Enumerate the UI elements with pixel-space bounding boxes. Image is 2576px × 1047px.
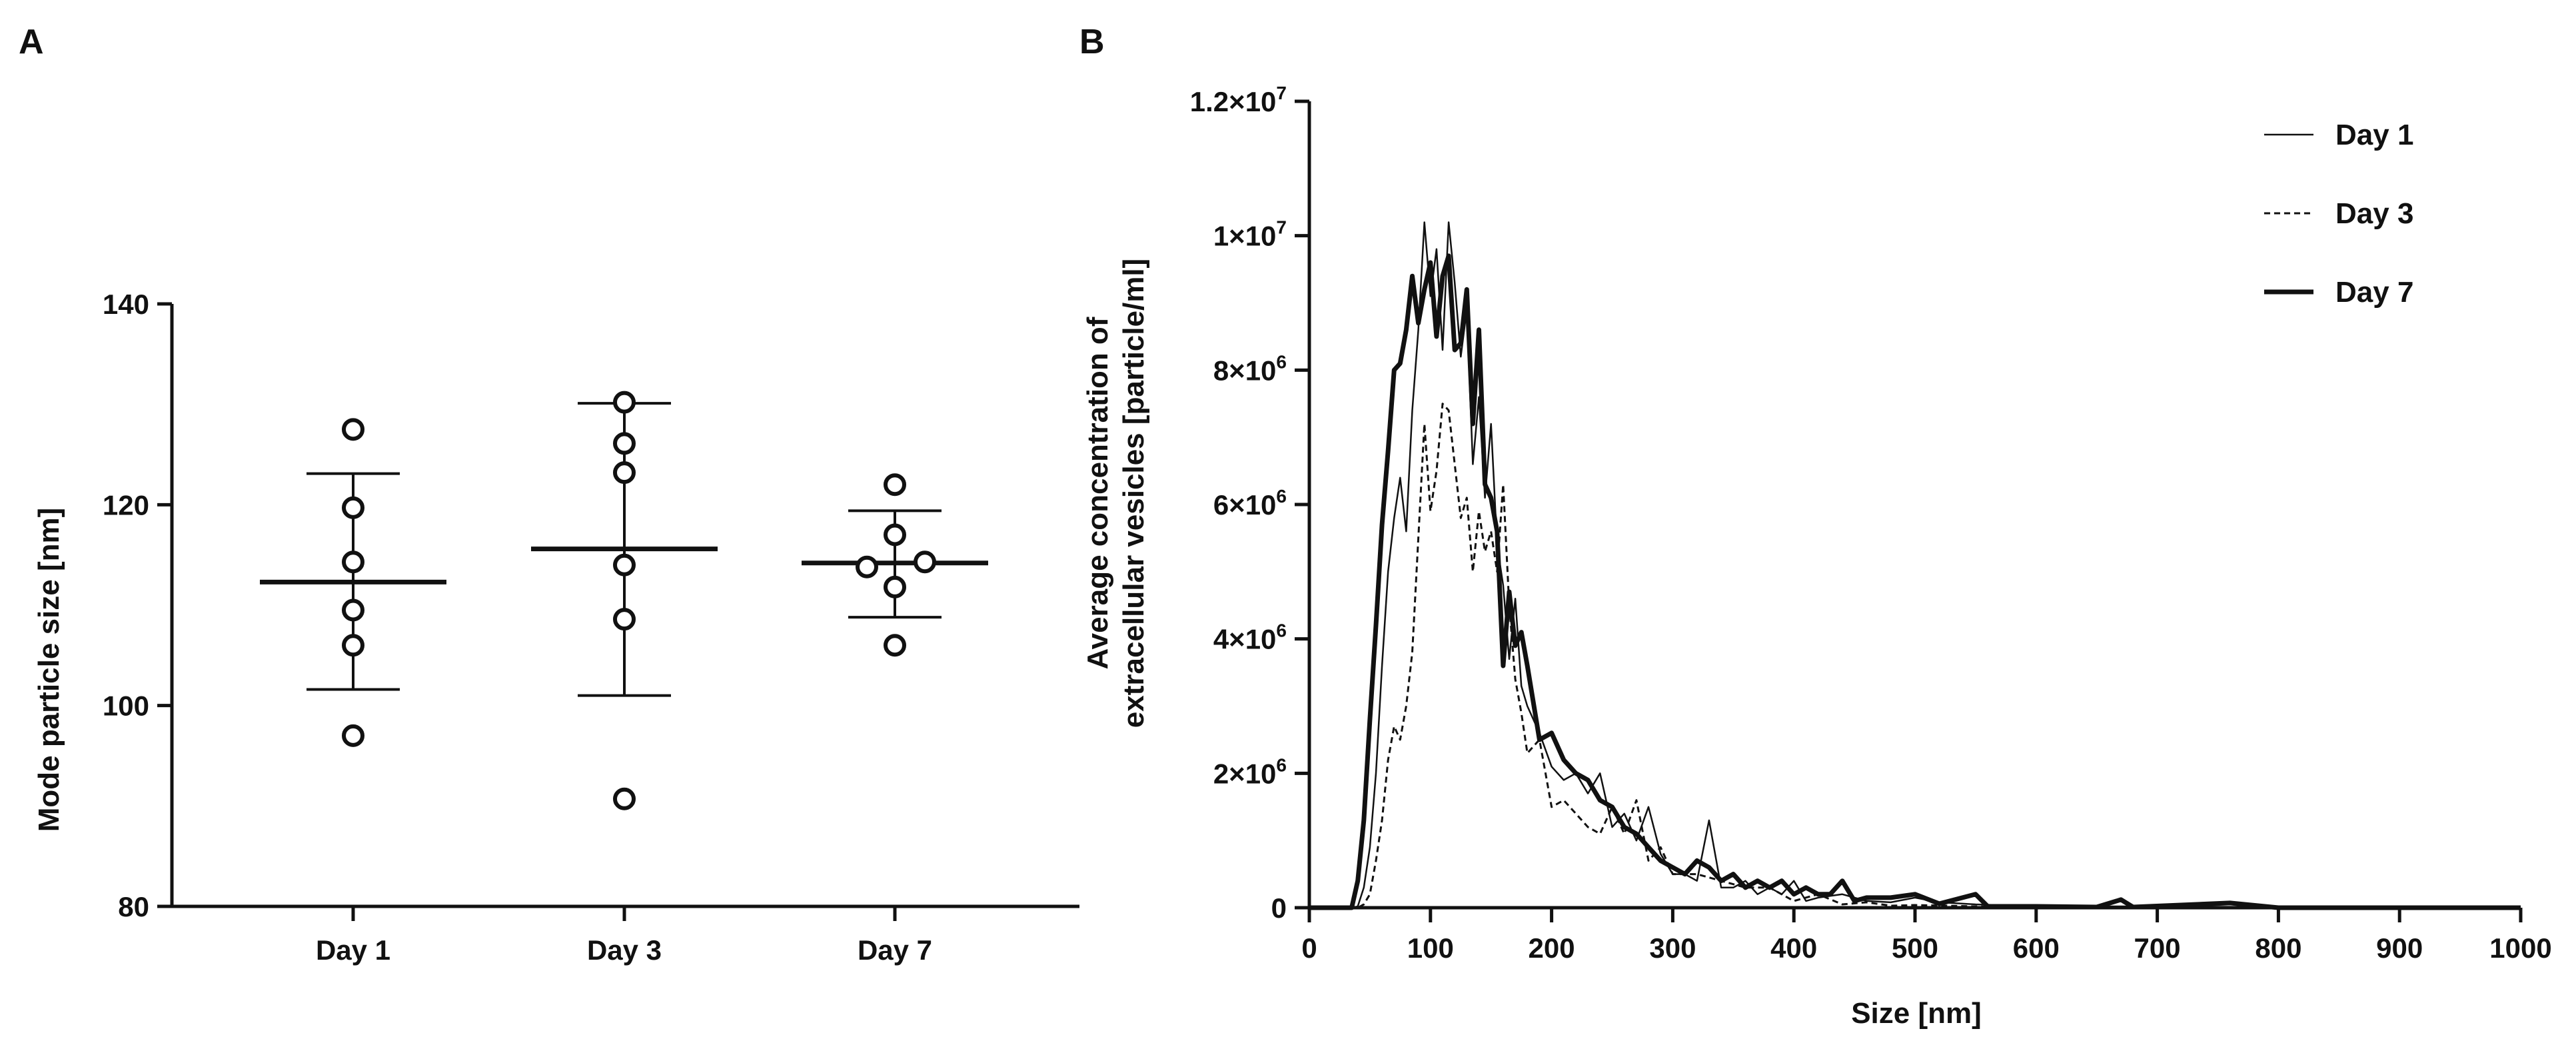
data-point: [613, 553, 636, 576]
series-line-day-7: [1309, 253, 2521, 910]
y-tick-exponent: 7: [1276, 217, 1287, 238]
panel-b-y-tick-label: 1.2×107: [1190, 83, 1287, 117]
panel-b-y-tick-label: 0: [1271, 892, 1287, 924]
data-point: [342, 496, 364, 519]
data-point: [342, 724, 364, 747]
panel-b-x-axis-title: Size [nm]: [1851, 997, 1982, 1030]
data-point: [856, 555, 878, 578]
panel-a-y-tick-label: 140: [103, 289, 149, 320]
panel-a-axes: 80 100 120 140 Day 1 Day 3 Day 7: [103, 289, 1079, 966]
panel-b-x-tick-label: 400: [1770, 932, 1817, 964]
panel-a-dot-plot: Mode particle size [nm] 80 100 120 140 Day 1…: [33, 289, 1079, 966]
panel-a-y-tick-label: 120: [103, 489, 149, 521]
panel-a-y-axis-title: Mode particle size [nm]: [33, 508, 65, 832]
y-tick-mantissa: 0: [1271, 892, 1287, 924]
panel-b-y-tick-label: 4×106: [1213, 620, 1287, 655]
data-point: [914, 550, 936, 574]
y-tick-mantissa: 1×10: [1213, 221, 1277, 252]
y-tick-mantissa: 6×10: [1213, 489, 1277, 521]
panel-a-marks: [260, 391, 988, 810]
panel-a-x-tick-label: Day 7: [858, 934, 932, 966]
data-point: [884, 473, 906, 497]
panel-b-x-tick-label: 800: [2255, 932, 2301, 964]
panel-a-y-tick-label: 80: [118, 891, 149, 922]
panel-b-legend: Day 1 Day 3 Day 7: [2264, 119, 2413, 309]
y-tick-mantissa: 2×10: [1213, 758, 1277, 789]
panel-b-y-tick-label: 6×106: [1213, 486, 1287, 521]
panel-a-y-tick-label: 100: [103, 690, 149, 722]
series-line-day-1: [1309, 221, 2521, 909]
legend-label: Day 3: [2335, 197, 2413, 230]
panel-b-y-tick-label: 8×106: [1213, 351, 1287, 386]
panel-b-x-tick-label: 100: [1407, 932, 1454, 964]
y-tick-exponent: 6: [1276, 351, 1287, 372]
y-tick-exponent: 7: [1276, 83, 1287, 103]
data-point: [884, 634, 906, 657]
panel-b-x-tick-label: 900: [2376, 932, 2423, 964]
panel-label-a: A: [19, 23, 44, 61]
y-tick-exponent: 6: [1276, 620, 1287, 641]
panel-b-x-tick-label: 200: [1529, 932, 1575, 964]
panel-label-b: B: [1079, 23, 1105, 61]
panel-b-y-tick-label: 2×106: [1213, 754, 1287, 789]
y-tick-exponent: 6: [1276, 486, 1287, 507]
data-point: [342, 418, 364, 441]
panel-b-y-tick-label: 1×107: [1213, 217, 1287, 252]
series-line-day-3: [1309, 403, 2521, 909]
y-tick-mantissa: 1.2×10: [1190, 86, 1277, 117]
panel-b-x-tick-label: 1000: [2489, 932, 2551, 964]
data-point: [613, 461, 636, 485]
legend-label: Day 7: [2335, 276, 2413, 309]
data-point: [613, 787, 636, 810]
panel-a-x-tick-label: Day 3: [587, 934, 662, 966]
data-point: [342, 550, 364, 574]
panel-b-series: [1309, 221, 2521, 910]
legend-label: Day 1: [2335, 119, 2413, 151]
y-tick-mantissa: 8×10: [1213, 355, 1277, 386]
panel-b-x-tick-label: 500: [1892, 932, 1938, 964]
panel-b-line-chart: Average concentration of extracellular v…: [1081, 83, 2552, 1030]
data-point: [342, 634, 364, 657]
data-point: [613, 608, 636, 631]
panel-b-y-axis-title-line1: Average concentration of: [1081, 317, 1114, 669]
y-tick-mantissa: 4×10: [1213, 624, 1277, 655]
data-point: [613, 432, 636, 455]
data-point: [884, 575, 906, 598]
panel-b-x-tick-label: 600: [2013, 932, 2060, 964]
data-point: [342, 598, 364, 622]
panel-b-x-tick-label: 0: [1301, 932, 1317, 964]
data-point: [884, 523, 906, 546]
panel-b-x-tick-label: 300: [1649, 932, 1696, 964]
data-point: [613, 391, 636, 414]
panel-a-x-tick-label: Day 1: [316, 934, 390, 966]
panel-b-x-tick-label: 700: [2134, 932, 2181, 964]
y-tick-exponent: 6: [1276, 754, 1287, 775]
panel-b-y-axis-title-line2: extracellular vesicles [particle/ml]: [1117, 259, 1150, 728]
